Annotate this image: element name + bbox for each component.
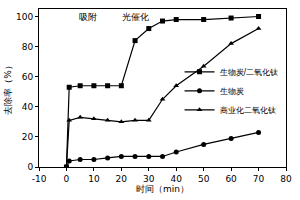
svg-text:生物炭: 生物炭 xyxy=(220,87,244,96)
svg-text:时间（min）: 时间（min） xyxy=(136,184,189,194)
svg-text:0: 0 xyxy=(64,174,70,184)
svg-text:70: 70 xyxy=(253,174,265,184)
svg-text:生物炭/二氧化钛: 生物炭/二氧化钛 xyxy=(220,68,279,77)
svg-text:20: 20 xyxy=(22,132,34,142)
svg-text:40: 40 xyxy=(170,174,182,184)
svg-text:30: 30 xyxy=(143,174,155,184)
svg-text:80: 80 xyxy=(280,174,292,184)
svg-text:去除率（%）: 去除率（%） xyxy=(3,61,13,115)
svg-text:40: 40 xyxy=(22,102,34,112)
svg-text:80: 80 xyxy=(22,42,34,52)
svg-text:商业化二氧化钛: 商业化二氧化钛 xyxy=(220,106,276,115)
svg-text:-10: -10 xyxy=(32,174,47,184)
svg-text:100: 100 xyxy=(16,12,33,22)
svg-text:20: 20 xyxy=(116,174,128,184)
svg-text:光催化: 光催化 xyxy=(122,12,149,22)
svg-text:60: 60 xyxy=(225,174,237,184)
svg-text:10: 10 xyxy=(88,174,100,184)
svg-text:50: 50 xyxy=(198,174,210,184)
svg-text:60: 60 xyxy=(22,72,34,82)
svg-text:吸附: 吸附 xyxy=(79,12,97,22)
svg-text:0: 0 xyxy=(27,162,33,172)
